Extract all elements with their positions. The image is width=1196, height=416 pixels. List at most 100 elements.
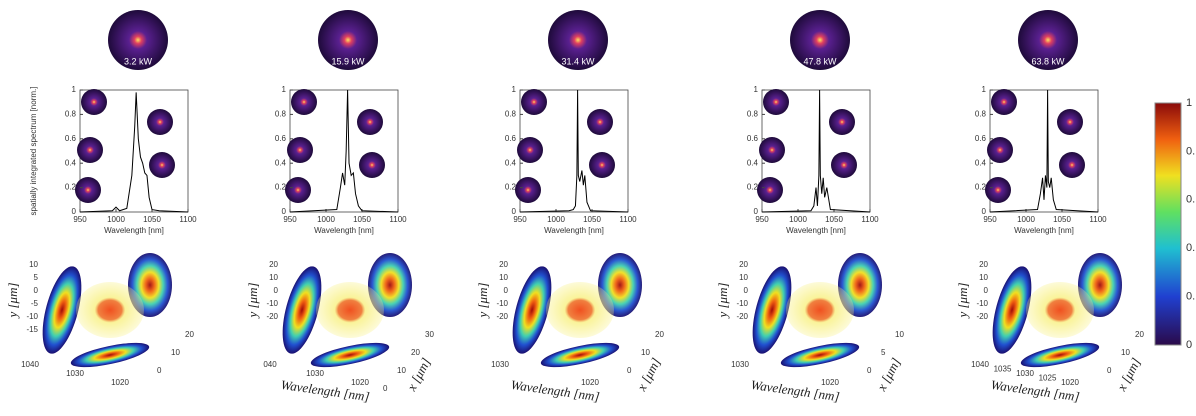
y-tick-label: 0.2 [747,183,759,192]
y-tick-label: 0.4 [275,158,287,167]
colorbar [1155,103,1181,345]
x3d-tick-label: 10 [895,330,904,339]
x3d-tick-label: 20 [1135,330,1144,339]
inset-beam [75,177,101,203]
inset-beam [829,109,855,135]
w-tick-label: 1030 [491,360,509,369]
inset-beam [291,89,317,115]
y-tick-label: -10 [736,299,748,308]
x3d-axis-label: x [μm] [633,355,663,394]
slice-bottom [309,338,391,372]
y-tick-label: -15 [26,325,38,334]
w-tick-label: 1030 [306,369,324,378]
inset-beam [587,109,613,135]
y-axis-label: y [μm] [715,282,730,319]
y-tick-label: -10 [496,299,508,308]
power-label: 31.4 kW [561,56,595,66]
y-tick-label: 0 [72,207,77,216]
w-tick-label: 1030 [1016,369,1034,378]
y-tick-label: -10 [976,299,988,308]
y-tick-label: 0.4 [747,158,759,167]
y-tick-label: 0 [282,207,287,216]
x-tick-label: 950 [983,215,997,224]
y-tick-label: 1 [282,85,287,94]
inset-beam [1057,109,1083,135]
inset-beam [357,109,383,135]
y-tick-label: -10 [266,299,278,308]
y-tick-label: 20 [979,260,988,269]
y-tick-label: 0 [754,207,759,216]
x-tick-label: 1000 [107,215,125,224]
y-tick-label: -10 [26,312,38,321]
slice-bottom [69,338,151,372]
inset-beam [991,89,1017,115]
x3d-tick-label: 0 [157,366,162,375]
y-tick-label: 0 [744,286,749,295]
x-tick-label: 950 [755,215,769,224]
x3d-tick-label: 10 [171,348,180,357]
y-tick-label: 20 [499,260,508,269]
w-tick-label: 1030 [66,369,84,378]
x3d-tick-label: 30 [425,330,434,339]
y-axis-label: spatially integrated spectrum [norm.] [29,87,38,216]
y-tick-label: 0 [512,207,517,216]
y-axis-label: y [μm] [5,282,20,319]
y-tick-label: 1 [72,85,77,94]
power-label: 15.9 kW [331,56,365,66]
x3d-tick-label: 0 [383,384,388,393]
x3d-axis-label: x [μm] [1113,355,1143,394]
w-tick-label: 1040 [21,360,39,369]
x-tick-label: 1100 [389,215,407,224]
inset-beam [81,89,107,115]
y-tick-label: 0.6 [747,134,759,143]
inset-beam [149,152,175,178]
y-tick-label: 0.4 [505,158,517,167]
x-tick-label: 1050 [353,215,371,224]
y-tick-label: 0.6 [975,134,987,143]
y-tick-label: 0 [274,286,279,295]
x3d-axis-label: x [μm] [873,355,903,394]
x-tick-label: 1100 [179,215,197,224]
slice-bottom [1019,338,1101,372]
y-tick-label: 10 [739,273,748,282]
slice-bottom [779,338,861,372]
x-tick-label: 950 [513,215,527,224]
x-tick-label: 1000 [317,215,335,224]
w-tick-label: 1020 [351,378,369,387]
y-tick-label: 0 [982,207,987,216]
y-tick-label: -20 [496,312,508,321]
slice-bottom [539,338,621,372]
power-label: 3.2 kW [124,56,153,66]
w-tick-label: 1040 [971,360,989,369]
w-tick-label: 1020 [581,378,599,387]
inset-beam [1059,152,1085,178]
inset-beam [515,177,541,203]
iso-surface [546,282,614,338]
colorbar-label: 0. [1186,242,1195,254]
colorbar-label: 0. [1186,194,1195,206]
y-axis-label: y [μm] [955,282,970,319]
y-tick-label: 0.2 [275,183,287,192]
iso-surface [316,282,384,338]
x-tick-label: 1050 [583,215,601,224]
y-tick-label: 20 [739,260,748,269]
x-tick-label: 1050 [143,215,161,224]
inset-beam [589,152,615,178]
y-tick-label: 0.2 [975,183,987,192]
inset-beam [831,152,857,178]
w-tick-label: 040 [263,360,277,369]
y-tick-label: 10 [269,273,278,282]
x3d-tick-label: 0 [627,366,632,375]
y-tick-label: 5 [34,273,39,282]
y-tick-label: 0 [34,286,39,295]
y-tick-label: 0.2 [65,183,77,192]
x-tick-label: 1000 [547,215,565,224]
x3d-axis-label: x [μm] [403,355,433,394]
y-tick-label: -20 [266,312,278,321]
y-tick-label: 0.8 [505,110,517,119]
y-tick-label: 0.8 [975,110,987,119]
y-tick-label: 10 [29,260,38,269]
colorbar-label: 0 [1186,339,1192,351]
x-tick-label: 1100 [619,215,637,224]
x-tick-label: 950 [73,215,87,224]
